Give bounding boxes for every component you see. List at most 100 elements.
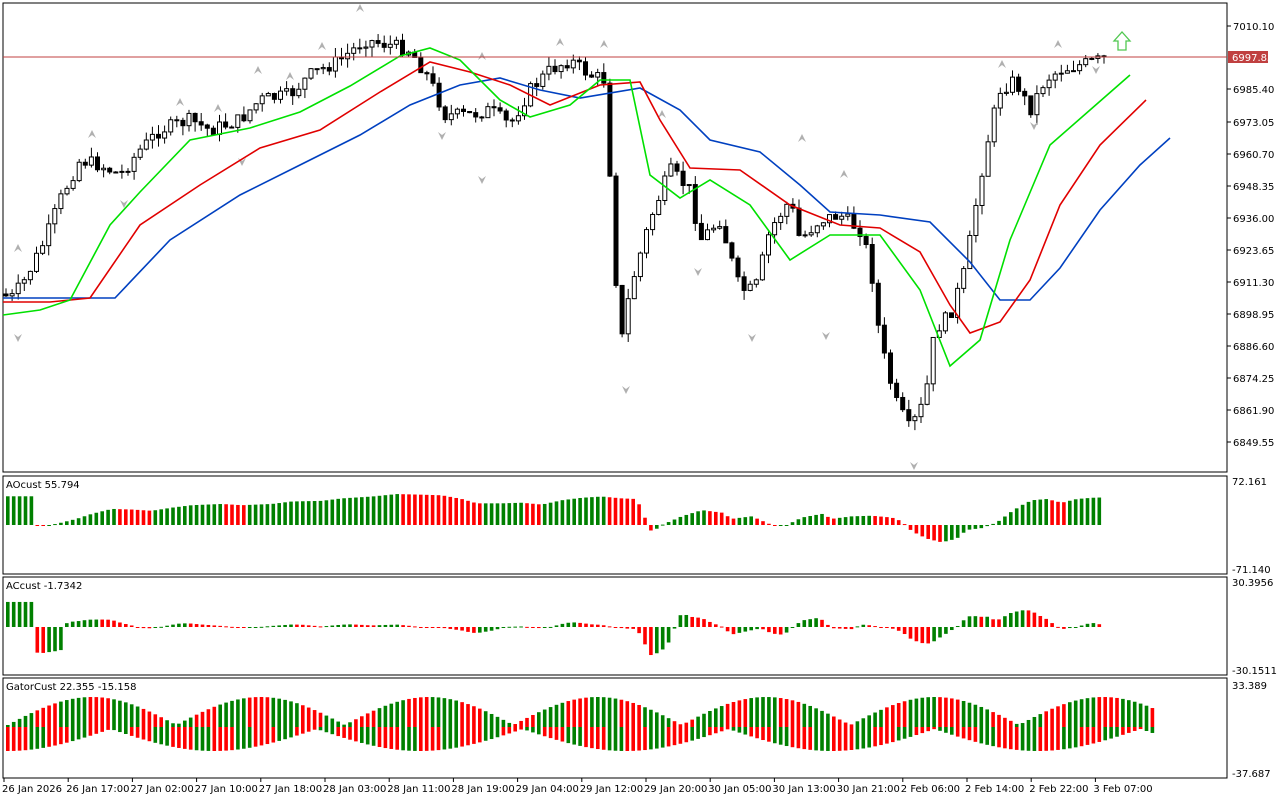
ac-bar [466,627,470,632]
gator-down-bar [118,727,122,733]
gator-up-bar [70,698,75,727]
gator-up-bar [743,699,748,727]
gator-up-bar [519,720,523,727]
gator-down-bar [472,727,476,744]
candle-body [820,222,826,227]
ao-bar [218,504,222,525]
gator-down-bar [348,727,352,740]
current-price-tag [1228,51,1268,63]
ac-bar [419,627,423,628]
ao-bar [336,498,340,525]
ac-bar [289,624,293,627]
gator-up-bar [1056,706,1060,727]
ao-bar [743,517,748,525]
gator-up-bar [247,697,252,727]
candle-body [918,403,924,418]
candle-body [198,121,204,126]
gator-down-bar [47,727,51,747]
gator-up-bar [1127,700,1131,727]
price-tick-label: 6849.55 [1233,438,1274,449]
ao-bar [837,517,842,525]
fractal-down-icon [910,462,918,470]
gator-down-bar [1056,727,1060,750]
candle-body [290,88,296,97]
candle-body [625,298,631,335]
candle-body [631,276,637,300]
candle-body [497,107,503,112]
gator-up-bar [165,720,169,727]
ao-min: -71.140 [1232,565,1271,576]
gator-up-bar [224,702,228,727]
candle-body [485,106,491,119]
gator-up-bar [896,703,901,727]
ao-bar [253,504,258,525]
ao-bar [478,503,482,525]
gator-up-bar [135,706,140,727]
ao-bar [584,497,588,525]
fractal-up-icon [798,134,806,142]
gator-down-bar [938,727,942,731]
candle-body [21,279,27,284]
candle-body [1052,73,1058,81]
ao-bar [708,511,712,525]
gator-down-bar [159,727,163,745]
gator-up-bar [607,697,612,727]
gator-down-bar [873,727,877,747]
time-label: 28 Jan 19:00 [451,784,514,795]
ao-bar [395,494,399,525]
time-label: 2 Feb 22:00 [1029,784,1088,795]
candle-body [637,252,643,278]
gator-up-bar [442,698,447,727]
candle-body [473,112,479,118]
gator-down-bar [820,727,824,751]
gator-up-bar [702,713,706,727]
gator-down-bar [696,727,700,739]
ao-bar [371,496,376,525]
ao-bar [171,507,175,525]
gator-down-bar [507,727,512,734]
ao-bar [35,525,40,526]
ac-bar [796,623,801,627]
ao-bar [29,496,34,525]
ao-bar [271,503,276,525]
gator-up-bar [967,702,972,727]
candle-body [308,68,314,79]
gator-up-bar [979,706,984,727]
ac-bar [29,601,34,627]
gator-down-bar [100,727,104,732]
ao-bar [1032,500,1037,525]
candle-body [436,82,442,108]
gator-up-bar [436,697,441,727]
gator-up-bar [106,698,110,727]
gator-up-bar [737,700,742,727]
gator-up-bar [171,723,175,727]
candle-body [119,170,125,173]
ac-bar [401,625,405,627]
ac-bar [696,617,700,627]
price-tick-label: 6936.00 [1233,214,1274,225]
candle-body [9,293,15,297]
candle-body [125,170,131,173]
ao-bar [714,511,718,525]
ac-bar [808,619,812,627]
gator-up-bar [218,704,222,727]
ac-bar [743,627,748,632]
candle-body [644,229,649,254]
ac-bar [926,627,930,644]
gator-up-bar [448,699,453,727]
ac-bar [826,624,830,627]
candle-body [778,215,784,224]
ao-bar [861,515,866,525]
candle-body [253,103,259,111]
candle-body [491,106,497,109]
ao-bar [507,503,512,525]
gator-up-bar [731,702,736,727]
candle-body [674,163,680,172]
candle-body [589,74,595,78]
gator-down-bar [891,727,895,743]
candle-body [595,72,601,78]
ao-bar [519,502,523,525]
ac-bar [236,627,240,628]
ac-bar [578,622,582,627]
